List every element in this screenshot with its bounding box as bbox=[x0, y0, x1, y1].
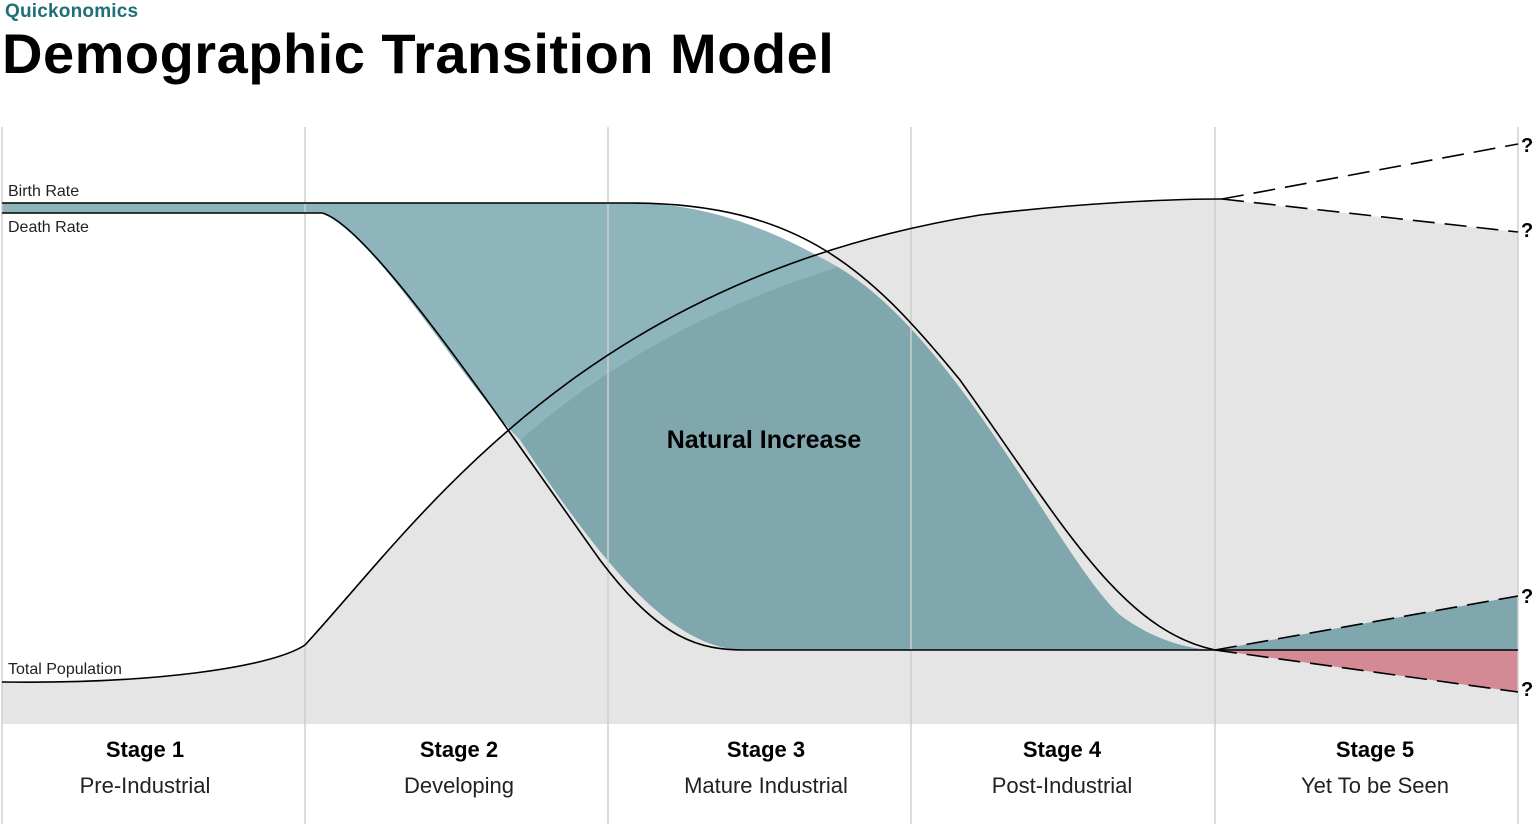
birth-rate-line bbox=[2, 202, 1518, 651]
stage-3-subtitle: Mature Industrial bbox=[684, 773, 848, 798]
death-rate-label: Death Rate bbox=[8, 219, 89, 236]
natural-increase-label: Natural Increase bbox=[667, 426, 862, 454]
unknown-marker-population-high: ? bbox=[1521, 135, 1533, 157]
total-population-line bbox=[1, 198, 1223, 683]
population-projection-down bbox=[1221, 198, 1519, 233]
stage-5-title: Stage 5 bbox=[1336, 737, 1414, 762]
brand-name: Quickonomics bbox=[5, 1, 139, 22]
stage-1-subtitle: Pre-Industrial bbox=[80, 773, 211, 798]
unknown-marker-decrease: ? bbox=[1521, 679, 1533, 701]
stage-4-subtitle: Post-Industrial bbox=[992, 773, 1133, 798]
stage-5-subtitle: Yet To be Seen bbox=[1301, 773, 1449, 798]
stage-2-title: Stage 2 bbox=[420, 737, 498, 762]
stage-3-title: Stage 3 bbox=[727, 737, 805, 762]
unknown-marker-increase: ? bbox=[1521, 586, 1533, 608]
natural-increase-area-lower bbox=[520, 267, 1215, 650]
death-rate-line bbox=[2, 212, 1215, 651]
natural-increase-area-upper bbox=[2, 203, 838, 440]
total-population-label: Total Population bbox=[8, 661, 122, 678]
rate-projection-down bbox=[1214, 649, 1519, 693]
population-projection-up bbox=[1221, 143, 1519, 200]
rate-projection-up bbox=[1214, 595, 1519, 651]
stage-2-subtitle: Developing bbox=[404, 773, 514, 798]
stage-1-title: Stage 1 bbox=[106, 737, 184, 762]
page-title: Demographic Transition Model bbox=[2, 22, 835, 85]
birth-rate-label: Birth Rate bbox=[8, 183, 79, 200]
stage-4-title: Stage 4 bbox=[1023, 737, 1102, 762]
unknown-marker-population-low: ? bbox=[1521, 220, 1533, 242]
